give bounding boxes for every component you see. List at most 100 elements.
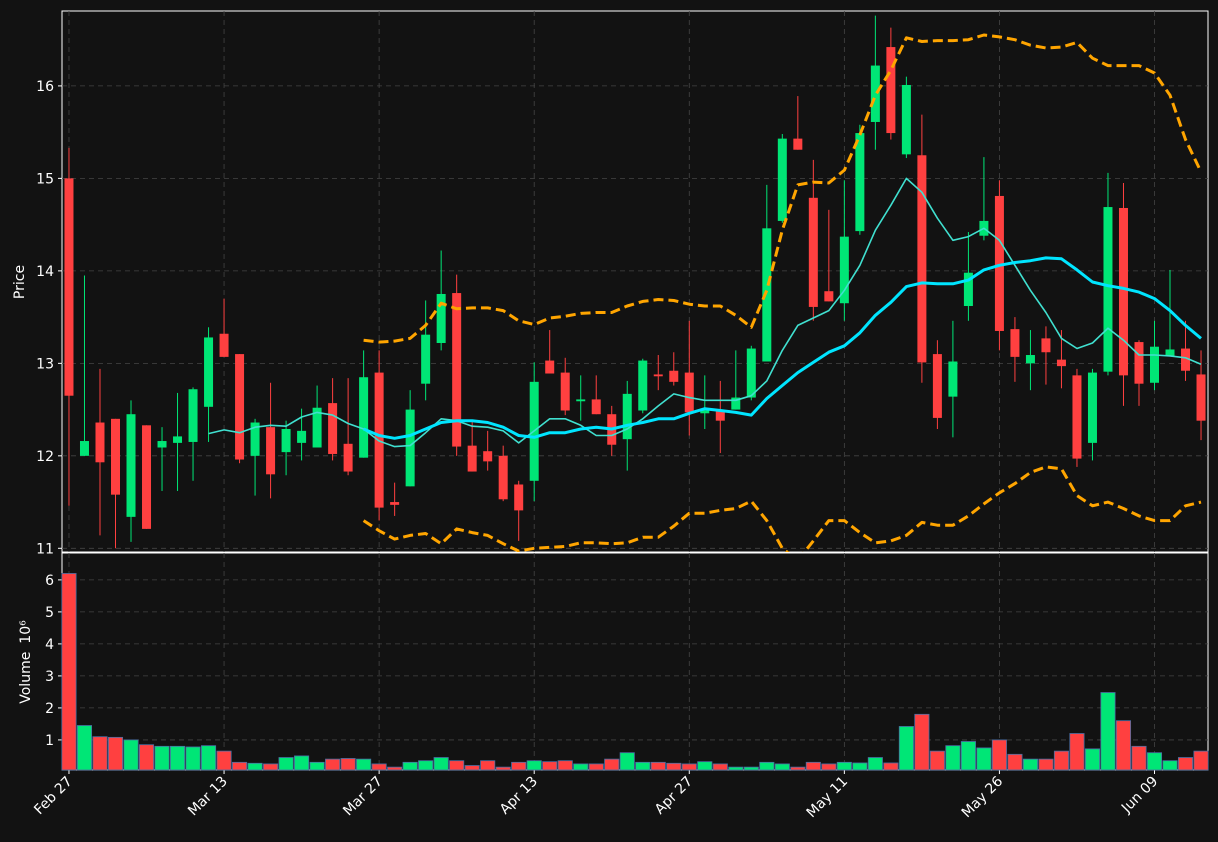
- x-tick-label: May 26: [959, 773, 1007, 821]
- volume-bar: [976, 747, 992, 771]
- volume-bar: [914, 713, 930, 771]
- y-tick-label: 6: [45, 573, 54, 589]
- volume-bar: [852, 762, 868, 771]
- candle-body: [235, 354, 245, 460]
- candle-body: [715, 410, 725, 421]
- volume-axis-label: Volume 10⁶: [18, 620, 34, 704]
- x-tick-label: Apr 27: [652, 774, 696, 818]
- candle-body: [777, 138, 787, 221]
- y-tick-label: 1: [45, 733, 54, 749]
- overlay-lines: [208, 33, 1203, 552]
- volume-bar: [1022, 758, 1038, 771]
- candle-body: [390, 502, 400, 505]
- candle-body: [421, 334, 431, 384]
- volume-bar: [480, 760, 496, 771]
- volume-bar: [185, 746, 201, 771]
- price-panel: [61, 10, 1209, 553]
- volume-bar: [774, 763, 790, 771]
- candle-body: [79, 441, 89, 456]
- candle-body: [545, 360, 555, 374]
- volume-bar: [76, 725, 93, 771]
- candle-body: [359, 377, 369, 458]
- candle-body: [1196, 374, 1206, 421]
- volume-bar: [635, 761, 651, 771]
- y-tick-label: 13: [36, 356, 54, 372]
- candle-body: [762, 228, 772, 362]
- volume-bar: [1193, 750, 1209, 771]
- candle-body: [467, 445, 477, 472]
- volume-bar: [387, 766, 403, 771]
- candle-body: [312, 407, 322, 448]
- y-tick-label: 2: [45, 701, 54, 717]
- candle-body: [111, 418, 121, 495]
- volume-bar: [898, 726, 914, 771]
- volume-bar: [1146, 752, 1163, 771]
- candle-body: [328, 403, 338, 454]
- candle-body: [824, 291, 834, 302]
- candle-body: [250, 422, 260, 456]
- volume-bar: [263, 763, 279, 771]
- volume-label: Volume: [18, 652, 34, 704]
- candle-body: [1118, 207, 1128, 376]
- volume-bar: [1038, 758, 1054, 771]
- volume-bar: [697, 761, 713, 771]
- candle-body: [591, 399, 601, 415]
- candle-body: [142, 425, 152, 529]
- volume-bar: [588, 763, 604, 771]
- volume-bar: [1177, 757, 1194, 771]
- volume-bar: [216, 750, 232, 771]
- x-tick-label: May 11: [804, 774, 852, 822]
- candle-body: [963, 272, 973, 307]
- volume-bar: [883, 762, 899, 771]
- volume-bar: [681, 763, 697, 771]
- volume-bar: [867, 757, 883, 771]
- volume-bar: [433, 757, 449, 771]
- volume-bar: [123, 739, 139, 771]
- volume-bar: [728, 766, 744, 771]
- candle-body: [870, 65, 880, 122]
- candle-body: [653, 374, 663, 377]
- volume-bar: [278, 757, 294, 771]
- volume-bar: [449, 760, 465, 771]
- volume-bar: [356, 758, 372, 771]
- volume-bar: [821, 763, 837, 771]
- volume-bar: [526, 760, 542, 771]
- volume-unit: 10⁶: [18, 620, 34, 644]
- volume-bar: [1007, 753, 1023, 771]
- candle-body: [1103, 207, 1113, 372]
- y-tick-label: 3: [45, 669, 54, 685]
- volume-bar: [573, 763, 589, 771]
- volume-bar: [325, 758, 341, 771]
- volume-bar: [557, 760, 573, 771]
- candle-body: [746, 348, 756, 398]
- candle-body: [95, 422, 105, 463]
- volume-bar: [929, 750, 945, 771]
- candle-body: [669, 370, 679, 382]
- volume-bar: [1053, 750, 1069, 771]
- volume-bar: [836, 761, 852, 771]
- volume-bar: [232, 761, 248, 771]
- candle-body: [1072, 375, 1082, 459]
- candle-body: [638, 360, 648, 411]
- candle-body: [932, 354, 942, 418]
- volume-bar: [138, 744, 155, 771]
- candle-body: [1149, 346, 1159, 383]
- candle-body: [560, 372, 570, 411]
- y-tick-label: 4: [45, 637, 54, 653]
- volume-bar: [495, 766, 511, 771]
- volume-bar: [1115, 720, 1132, 771]
- volume-bar: [371, 763, 387, 771]
- candle-body: [948, 361, 958, 397]
- volume-bar: [712, 763, 728, 771]
- volume-bar: [790, 766, 806, 771]
- volume-bar: [107, 736, 124, 771]
- volume-bar: [418, 760, 434, 771]
- volume-bar: [666, 762, 682, 771]
- candle-body: [700, 410, 710, 414]
- candle-body: [498, 455, 508, 500]
- candle-body: [405, 409, 415, 487]
- volume-bar: [511, 761, 527, 771]
- moving-average-line: [362, 465, 1202, 552]
